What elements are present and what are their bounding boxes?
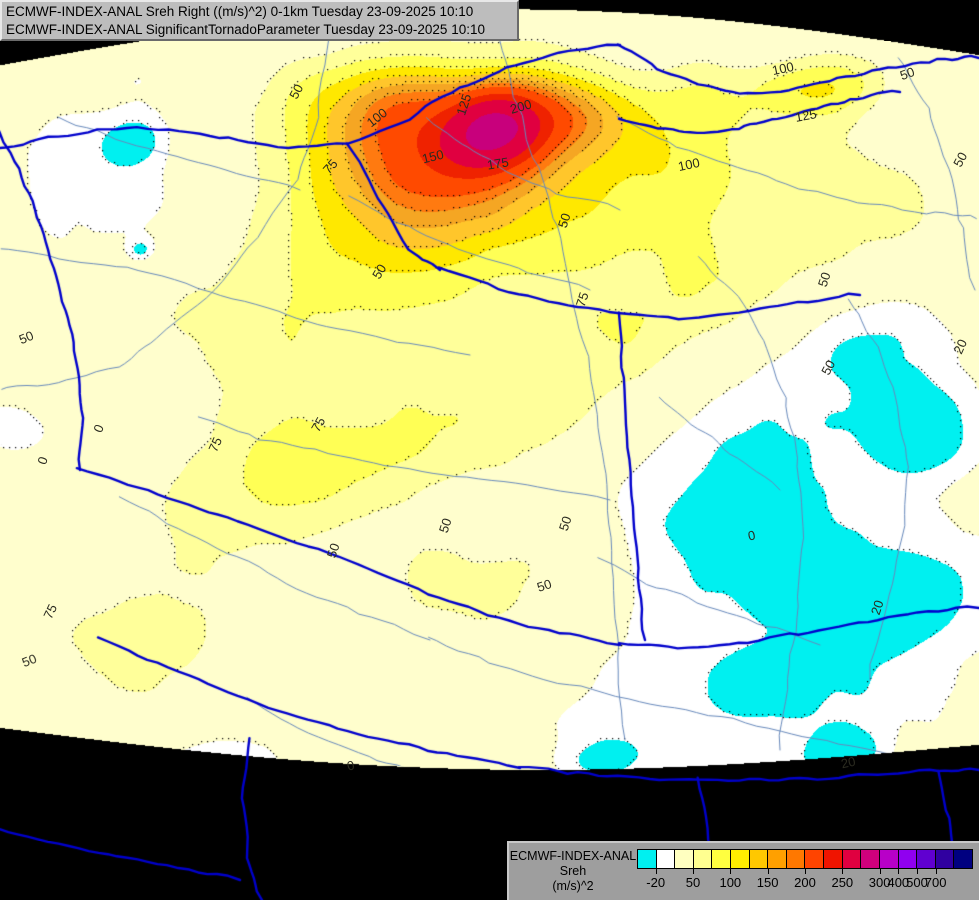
- legend-swatch-12: [861, 850, 880, 868]
- legend-swatch-16: [935, 850, 955, 868]
- legend-units: (m/s)^2: [552, 879, 594, 893]
- legend-swatch-0: [638, 850, 657, 868]
- colorbar-legend: ECMWF-INDEX-ANAL Sreh (m/s)^2 -20 50 100 15…: [507, 841, 979, 900]
- legend-tick-1: [693, 869, 694, 874]
- legend-swatch-5: [731, 850, 750, 868]
- legend-model-name: ECMWF-INDEX-ANAL: [509, 849, 637, 863]
- legend-swatch-15: [917, 850, 936, 868]
- legend-label-300: 300: [868, 875, 891, 890]
- legend-swatch-17: [954, 850, 972, 868]
- legend-scale: -20 50 100 150 200 250 300 400 500 700: [637, 849, 973, 893]
- legend-swatch-7: [768, 850, 787, 868]
- legend-tick-5: [842, 869, 844, 874]
- legend-swatch-13: [879, 850, 899, 868]
- legend-label-400: 400: [887, 875, 910, 890]
- legend-label-100: 100: [719, 875, 742, 890]
- legend-tick-labels: -20 50 100 150 200 250 300 400 500 700: [637, 875, 973, 893]
- legend-swatch-1: [656, 850, 676, 868]
- legend-tick-0: [655, 869, 657, 874]
- legend-swatch-8: [786, 850, 806, 868]
- legend-swatch-6: [749, 850, 769, 868]
- legend-tick-4: [805, 869, 806, 874]
- legend-label-150: 150: [756, 875, 779, 890]
- legend-swatch-2: [675, 850, 694, 868]
- legend-label-250: 250: [831, 875, 854, 890]
- legend-title-block: ECMWF-INDEX-ANAL Sreh (m/s)^2: [509, 843, 637, 894]
- legend-tick-6: [879, 869, 881, 874]
- legend-swatch-11: [842, 850, 862, 868]
- map-title-line-1: ECMWF-INDEX-ANAL Sreh Right ((m/s)^2) 0-…: [6, 4, 474, 19]
- legend-variable-name: Sreh: [559, 864, 587, 878]
- legend-swatch-14: [898, 850, 918, 868]
- legend-swatch-4: [712, 850, 732, 868]
- legend-tick-2: [730, 869, 732, 874]
- legend-color-swatches: [637, 849, 973, 869]
- legend-label-50: 50: [685, 875, 701, 890]
- legend-tick-marks: [637, 869, 973, 875]
- legend-tick-8: [917, 869, 918, 874]
- map-title-line-2: ECMWF-INDEX-ANAL SignificantTornadoParam…: [6, 22, 485, 37]
- legend-tick-9: [935, 869, 937, 874]
- legend-label-200: 200: [794, 875, 816, 890]
- legend-label-700: 700: [924, 875, 947, 890]
- legend-tick-7: [898, 869, 900, 874]
- legend-swatch-10: [824, 850, 843, 868]
- legend-tick-3: [767, 869, 769, 874]
- map-title-box: ECMWF-INDEX-ANAL Sreh Right ((m/s)^2) 0-…: [0, 0, 519, 41]
- legend-swatch-3: [693, 850, 713, 868]
- legend-label--20: -20: [646, 875, 666, 890]
- legend-label-500: 500: [906, 875, 928, 890]
- legend-swatch-9: [805, 850, 825, 868]
